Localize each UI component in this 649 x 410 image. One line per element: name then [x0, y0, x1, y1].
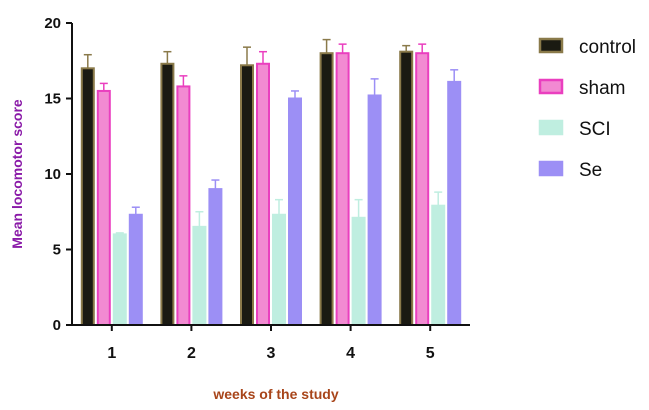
- legend: control sham SCI Se: [538, 37, 636, 181]
- bar-sham-week-3: [256, 62, 270, 327]
- bar-se-week-3: [288, 97, 302, 326]
- bar-control-week-3: [240, 64, 254, 326]
- x-tick-label: 3: [267, 345, 276, 362]
- y-tick-label: 5: [53, 242, 61, 259]
- bar-sham-week-4: [335, 52, 350, 326]
- y-tick-label: 15: [44, 91, 61, 108]
- y-tick-label: 0: [53, 317, 61, 334]
- bars-group: [80, 38, 462, 327]
- bar-se-week-4: [367, 94, 382, 327]
- bar-sci-week-3: [272, 213, 286, 327]
- bar-sci-week-5: [431, 204, 446, 327]
- x-tick-label: 5: [426, 345, 435, 362]
- bar-control-week-4: [319, 52, 334, 326]
- y-tick-label: 10: [44, 166, 61, 183]
- bar-sci-week-1: [112, 233, 127, 326]
- legend-swatch-se: [538, 160, 564, 177]
- bar-sham-week-5: [415, 52, 430, 326]
- legend-swatch-sci: [538, 119, 564, 136]
- x-tick-label: 4: [346, 345, 355, 362]
- x-ticks-group: 1 2 3 4 5: [107, 325, 435, 362]
- legend-label-control: control: [579, 37, 636, 58]
- y-ticks-group: 0 5 10 15 20: [44, 15, 72, 334]
- x-tick-label: 1: [107, 345, 116, 362]
- x-tick-label: 2: [187, 345, 196, 362]
- bar-sci-week-4: [351, 216, 366, 326]
- legend-label-se: Se: [579, 160, 602, 181]
- x-axis-label: weeks of the study: [212, 386, 338, 402]
- bar-control-week-5: [399, 50, 414, 326]
- bar-sham-week-1: [96, 89, 111, 326]
- bar-sham-week-2: [176, 85, 191, 326]
- legend-swatch-sham: [538, 78, 564, 95]
- bar-control-week-2: [160, 62, 175, 327]
- legend-swatch-control: [538, 37, 564, 54]
- bar-control-week-1: [80, 67, 95, 327]
- legend-label-sham: sham: [579, 78, 625, 99]
- y-axis-label: Mean locomotor score: [9, 99, 25, 249]
- legend-label-sci: SCI: [579, 119, 611, 140]
- y-tick-label: 20: [44, 15, 61, 32]
- bar-se-week-2: [208, 188, 223, 326]
- bar-se-week-1: [128, 213, 143, 327]
- bar-se-week-5: [447, 80, 462, 326]
- bar-sci-week-2: [192, 225, 207, 327]
